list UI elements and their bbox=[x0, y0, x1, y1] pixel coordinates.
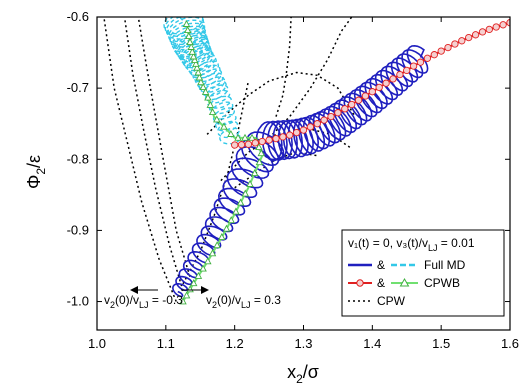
cpwb-right-marker-7 bbox=[280, 134, 286, 140]
cpwb-right-marker-8 bbox=[287, 132, 293, 138]
annotation-left: v2(0)/vLJ = -0.3 bbox=[104, 293, 183, 310]
cpwb-right-marker-26 bbox=[410, 63, 416, 69]
cpwb-right-marker-12 bbox=[314, 121, 320, 127]
cpwb-right-marker-33 bbox=[459, 38, 465, 44]
annotation-right: v2(0)/vLJ = 0.3 bbox=[206, 293, 281, 310]
cpwb-right-marker-38 bbox=[493, 24, 499, 30]
cpw-curve-1 bbox=[125, 17, 184, 291]
legend-amp-1: & bbox=[377, 258, 385, 272]
cpwb-right-marker-37 bbox=[486, 26, 492, 32]
x-tick-label-0: 1.0 bbox=[88, 336, 106, 351]
cpwb-right-marker-39 bbox=[500, 22, 506, 28]
cpwb-right-marker-21 bbox=[376, 84, 382, 90]
cpwb-right-marker-4 bbox=[259, 138, 265, 144]
cpwb-right-marker-11 bbox=[307, 124, 313, 130]
cpwb-right-marker-29 bbox=[431, 52, 437, 58]
cpwb-right-marker-6 bbox=[273, 135, 279, 141]
legend-amp-2: & bbox=[377, 276, 385, 290]
cpwb-right-marker-14 bbox=[328, 113, 334, 119]
legend-marker-cpwb-right bbox=[357, 280, 363, 286]
x-tick-label-4: 1.4 bbox=[363, 336, 381, 351]
cpwb-right-marker-23 bbox=[390, 76, 396, 82]
cpwb-right-marker-31 bbox=[445, 44, 451, 50]
y-tick-label-0: -1.0 bbox=[67, 294, 89, 309]
x-tick-label-6: 1.6 bbox=[501, 336, 519, 351]
y-tick-label-2: -0.8 bbox=[67, 151, 89, 166]
annotations: v2(0)/vLJ = -0.3 v2(0)/vLJ = 0.3 bbox=[104, 290, 281, 310]
cpw-curve-8 bbox=[276, 17, 291, 117]
x-tick-label-2: 1.2 bbox=[226, 336, 244, 351]
cpwb-right-marker-10 bbox=[300, 127, 306, 133]
cpwb-right-marker-35 bbox=[472, 32, 478, 38]
y-tick-label-1: -0.9 bbox=[67, 222, 89, 237]
cpwb-right-marker-0 bbox=[232, 142, 238, 148]
cpwb-right-marker-5 bbox=[266, 137, 272, 143]
x-tick-label-5: 1.5 bbox=[432, 336, 450, 351]
cpw-curve-0 bbox=[104, 17, 176, 302]
cpwb-right-marker-20 bbox=[369, 89, 375, 95]
x-tick-label-3: 1.3 bbox=[294, 336, 312, 351]
cpwb-right-marker-15 bbox=[335, 110, 341, 116]
cpwb-right-marker-9 bbox=[293, 129, 299, 135]
cpwb-right-marker-3 bbox=[252, 140, 258, 146]
cpwb-right-marker-22 bbox=[383, 80, 389, 86]
x-axis-title: x2/σ bbox=[287, 362, 319, 386]
cpwb-right-marker-34 bbox=[466, 34, 472, 40]
cpwb-right-marker-1 bbox=[238, 142, 244, 148]
y-tick-label-3: -0.7 bbox=[67, 80, 89, 95]
legend-label-cpw: CPW bbox=[377, 294, 406, 308]
cpwb-right-marker-18 bbox=[355, 97, 361, 103]
legend-label-cpwb: CPWB bbox=[424, 276, 460, 290]
cpwb-right-marker-2 bbox=[245, 141, 251, 147]
x-tick-label-1: 1.1 bbox=[157, 336, 175, 351]
cpwb-right-marker-32 bbox=[452, 41, 458, 47]
cpwb-right-marker-27 bbox=[417, 59, 423, 65]
cpwb-left-marker-41 bbox=[187, 39, 193, 45]
cpwb-right-marker-24 bbox=[397, 71, 403, 77]
cpwb-right-marker-30 bbox=[438, 48, 444, 54]
cpwb-right-marker-19 bbox=[362, 93, 368, 99]
cpwb-right-marker-13 bbox=[321, 117, 327, 123]
cpwb-right-marker-25 bbox=[404, 67, 410, 73]
cpwb-right-marker-28 bbox=[424, 55, 430, 61]
y-tick-label-4: -0.6 bbox=[67, 9, 89, 24]
cpwb-right-marker-36 bbox=[479, 29, 485, 35]
cpwb-right-marker-16 bbox=[342, 106, 348, 112]
y-axis-title: Φ2/ε bbox=[24, 155, 48, 189]
cpwb-right-marker-17 bbox=[349, 101, 355, 107]
legend: v₁(t) = 0, v₃(t)/vLJ = 0.01 & Full MD & … bbox=[342, 230, 504, 316]
legend-label-full-md: Full MD bbox=[424, 258, 466, 272]
series-full-md-left bbox=[164, 11, 241, 144]
